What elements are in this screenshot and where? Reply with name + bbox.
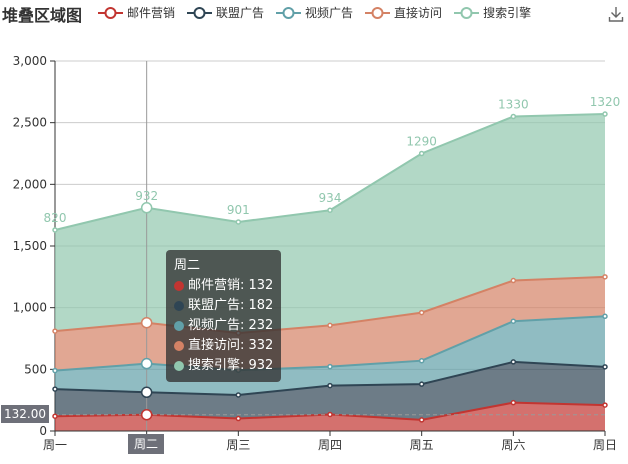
tooltip-title: 周二 [174, 258, 201, 273]
data-label: 934 [319, 191, 342, 205]
x-tick-label: 周六 [501, 438, 525, 452]
data-label: 820 [44, 211, 67, 225]
point-email [510, 399, 517, 406]
legend-line-icon [98, 6, 123, 19]
x-tick-label: 周日 [593, 438, 617, 452]
point-alliance [418, 381, 425, 387]
x-axis-pointer-label: 周二 [128, 434, 164, 454]
legend-item-email[interactable]: 邮件营销 [98, 4, 175, 21]
x-tick-label: 周三 [226, 438, 250, 452]
legend-label: 联盟广告 [216, 6, 265, 20]
y-axis-pointer-label: 132.00 [1, 405, 49, 423]
y-tick-label: 0 [39, 424, 47, 438]
legend-item-direct[interactable]: 直接访问 [365, 4, 442, 21]
y-tick-label: 3,000 [13, 54, 47, 68]
point-direct [52, 328, 58, 334]
point-alliance [235, 392, 242, 398]
series-dot-icon [174, 361, 184, 371]
point-email [140, 408, 153, 421]
area-alliance [55, 361, 605, 420]
x-tick-label: 周四 [318, 438, 342, 452]
y-tick-label: 2,500 [13, 116, 47, 130]
data-label: 1290 [406, 135, 437, 149]
point-email [327, 411, 333, 418]
point-search [510, 113, 517, 120]
data-label: 901 [227, 203, 250, 217]
tooltip-row: 直接访问: 332 [174, 336, 273, 356]
point-video [140, 357, 153, 370]
point-video [418, 357, 425, 364]
point-direct [602, 274, 608, 280]
series-dot-icon [174, 301, 184, 311]
tooltip-row: 视频广告: 232 [174, 316, 273, 336]
legend-label: 邮件营销 [127, 6, 176, 20]
tooltip-row-label: 视频广告: 232 [188, 318, 274, 333]
y-tick-label: 2,000 [13, 177, 47, 191]
legend-line-icon [454, 6, 480, 19]
tooltip-row: 联盟广告: 182 [174, 296, 273, 316]
series-dot-icon [174, 281, 184, 291]
series-dot-icon [174, 321, 184, 331]
point-direct [327, 322, 333, 329]
legend-item-alliance[interactable]: 联盟广告 [187, 4, 264, 21]
tooltip-row-label: 联盟广告: 182 [188, 298, 274, 313]
point-search [602, 111, 608, 117]
series-dot-icon [174, 341, 184, 351]
y-tick-label: 1,500 [13, 239, 47, 253]
data-label: 1330 [498, 98, 529, 112]
point-alliance [52, 386, 58, 392]
tooltip-row-label: 搜索引擎: 932 [188, 358, 274, 373]
point-search [140, 202, 153, 214]
point-video [52, 367, 58, 374]
tooltip-row-label: 邮件营销: 132 [188, 278, 274, 293]
legend-item-video[interactable]: 视频广告 [276, 4, 353, 21]
x-tick-label: 周五 [410, 438, 434, 452]
point-email [235, 415, 242, 422]
point-search [235, 219, 242, 225]
legend-label: 搜索引擎 [483, 6, 532, 20]
legend-label: 视频广告 [305, 6, 354, 20]
y-tick-label: 500 [24, 362, 47, 376]
legend-line-icon [187, 6, 213, 19]
tooltip-row: 邮件营销: 132 [174, 276, 273, 296]
point-video [327, 363, 333, 370]
point-direct [418, 309, 425, 316]
point-video [510, 318, 517, 324]
point-alliance [327, 382, 333, 389]
point-search [418, 150, 425, 157]
tooltip-row-label: 直接访问: 332 [188, 338, 274, 353]
point-alliance [510, 359, 517, 365]
legend-line-icon [276, 6, 302, 19]
legend-item-search[interactable]: 搜索引擎 [454, 4, 531, 21]
legend: 邮件营销 联盟广告 视频广告 直接访问 搜索引擎 [98, 4, 531, 21]
point-email [418, 417, 425, 423]
tooltip: 周二 邮件营销: 132 联盟广告: 182 视频广告: 232 直接访问: 3… [166, 250, 282, 382]
point-direct [510, 277, 517, 284]
legend-label: 直接访问 [394, 6, 443, 20]
legend-line-icon [365, 6, 391, 19]
chart-title: 堆叠区域图 [2, 6, 83, 25]
point-video [602, 313, 608, 320]
point-email [602, 402, 608, 408]
tooltip-row: 搜索引擎: 932 [174, 356, 273, 376]
point-alliance [602, 364, 608, 370]
point-search [327, 207, 333, 213]
x-tick-label: 周一 [43, 438, 67, 452]
point-email [52, 413, 58, 419]
y-tick-label: 1,000 [13, 301, 47, 315]
point-direct [140, 316, 153, 329]
download-icon[interactable] [608, 6, 624, 22]
data-label: 932 [135, 189, 158, 203]
point-search [52, 227, 58, 233]
point-alliance [140, 386, 153, 399]
data-label: 1320 [590, 95, 621, 109]
